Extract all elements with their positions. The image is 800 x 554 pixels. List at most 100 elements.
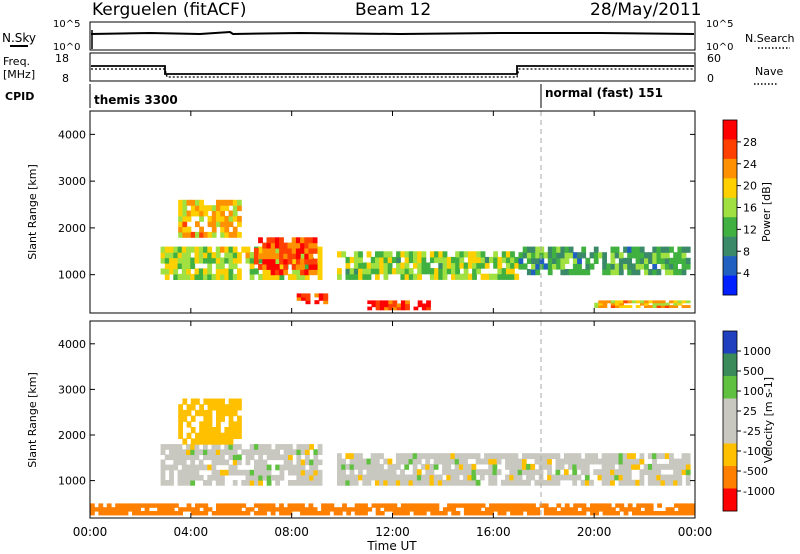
velocity-cell bbox=[224, 444, 230, 450]
velocity-cell bbox=[601, 458, 607, 465]
power-cell bbox=[375, 273, 380, 280]
power-cell bbox=[383, 268, 389, 275]
power-cell bbox=[366, 251, 372, 258]
velocity-cell bbox=[387, 469, 393, 476]
power-cell bbox=[370, 262, 376, 269]
power-cell bbox=[564, 246, 570, 253]
power-cell bbox=[190, 231, 196, 238]
velocity-region-2 bbox=[337, 453, 691, 486]
power-cell bbox=[552, 246, 557, 253]
velocity-cell bbox=[509, 453, 515, 460]
power-cell bbox=[211, 231, 217, 238]
velocity-cell bbox=[237, 427, 242, 434]
power-cell bbox=[644, 263, 649, 270]
velocity-cell bbox=[429, 453, 435, 460]
power-cell bbox=[673, 252, 678, 259]
velocity-cell bbox=[148, 503, 154, 508]
power-cell bbox=[300, 258, 305, 265]
velocity-colorbar-swatch bbox=[723, 421, 737, 444]
power-cell bbox=[178, 210, 183, 217]
velocity-cell bbox=[416, 458, 422, 465]
power-cell bbox=[245, 257, 251, 264]
nave-tick-bottom: 0 bbox=[707, 72, 714, 85]
velocity-cell bbox=[555, 453, 561, 460]
velocity-cell bbox=[383, 479, 389, 486]
velocity-cell bbox=[232, 449, 238, 455]
power-cell bbox=[493, 273, 498, 280]
power-cell bbox=[379, 251, 385, 258]
velocity-cell bbox=[661, 511, 667, 516]
velocity-cell bbox=[611, 507, 616, 512]
velocity-cell bbox=[216, 507, 221, 512]
velocity-cell bbox=[576, 458, 582, 465]
velocity-cell bbox=[194, 469, 200, 476]
power-cell bbox=[203, 231, 209, 238]
power-cell bbox=[644, 305, 649, 308]
velocity-cell bbox=[434, 511, 440, 516]
power-cell bbox=[237, 199, 242, 206]
power-cell bbox=[216, 221, 221, 228]
velocity-cell bbox=[262, 459, 268, 466]
velocity-cell bbox=[136, 507, 141, 512]
velocity-cell bbox=[614, 453, 620, 460]
power-cell bbox=[531, 263, 536, 270]
velocity-cell bbox=[119, 511, 125, 516]
velocity-cell bbox=[90, 511, 95, 516]
velocity-cell bbox=[669, 453, 674, 460]
velocity-cell bbox=[262, 507, 268, 512]
power-cell bbox=[304, 263, 310, 270]
velocity-cell bbox=[337, 463, 342, 470]
velocity-cell bbox=[216, 438, 221, 445]
velocity-cell bbox=[526, 469, 531, 476]
power-cell bbox=[429, 273, 435, 280]
power-cell bbox=[258, 264, 263, 270]
velocity-cell bbox=[215, 449, 221, 455]
velocity-cell bbox=[224, 409, 230, 417]
power-cell bbox=[685, 257, 691, 264]
power-cell bbox=[164, 257, 170, 264]
velocity-cell bbox=[610, 453, 615, 460]
velocity-cell bbox=[144, 507, 150, 512]
velocity-cell bbox=[437, 458, 443, 465]
velocity-cell bbox=[563, 458, 569, 465]
power-cell bbox=[568, 246, 574, 253]
power-cell bbox=[522, 252, 528, 259]
velocity-cell bbox=[313, 449, 319, 455]
power-cell bbox=[367, 306, 373, 311]
velocity-cell bbox=[342, 507, 347, 512]
power-cell bbox=[198, 252, 204, 259]
power-cell bbox=[283, 269, 289, 276]
velocity-cell bbox=[295, 503, 301, 508]
velocity-cell bbox=[174, 503, 179, 508]
velocity-cell bbox=[304, 454, 310, 461]
velocity-cell bbox=[313, 474, 319, 481]
velocity-cell bbox=[296, 474, 302, 481]
power-cell bbox=[287, 258, 293, 265]
nave-label: Nave bbox=[755, 65, 783, 78]
velocity-cell bbox=[211, 459, 217, 466]
velocity-cell bbox=[275, 449, 280, 455]
velocity-cell bbox=[262, 464, 268, 471]
velocity-cell bbox=[496, 469, 502, 476]
power-cell bbox=[531, 257, 536, 264]
velocity-cell bbox=[220, 503, 225, 508]
velocity-cell bbox=[400, 479, 405, 486]
power-cell bbox=[177, 257, 183, 264]
velocity-cell bbox=[388, 507, 394, 512]
velocity-cell bbox=[237, 444, 242, 450]
power-cell bbox=[207, 263, 213, 270]
velocity-cell bbox=[199, 511, 204, 516]
power-cell bbox=[425, 268, 431, 275]
power-cell bbox=[472, 251, 477, 258]
power-cell bbox=[317, 268, 323, 275]
velocity-cell bbox=[531, 511, 536, 516]
power-cell bbox=[602, 269, 607, 276]
velocity-cell bbox=[404, 474, 410, 481]
velocity-cell bbox=[396, 507, 402, 512]
power-cell bbox=[446, 256, 452, 264]
velocity-cell bbox=[274, 507, 280, 512]
velocity-cell bbox=[211, 449, 217, 455]
power-cell bbox=[635, 269, 641, 276]
velocity-cell bbox=[518, 507, 524, 512]
velocity-cell bbox=[353, 458, 359, 465]
